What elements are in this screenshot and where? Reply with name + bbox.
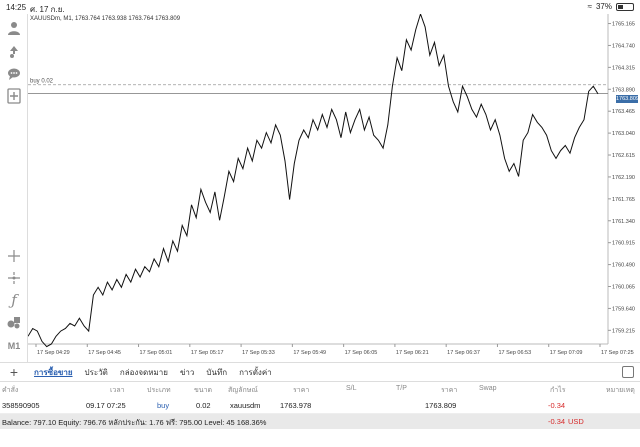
y-tick-label: 1762.615 bbox=[612, 153, 635, 159]
col-sl: S/L bbox=[346, 385, 357, 392]
y-tick-label: 1759.215 bbox=[612, 328, 635, 334]
y-tick-label: 1762.190 bbox=[612, 175, 635, 181]
col-order: คำสั่ง bbox=[2, 387, 19, 394]
col-comment: หมายเหตุ bbox=[606, 387, 635, 394]
indicators-icon[interactable]: ƒ bbox=[11, 291, 17, 309]
col-type: ประเภท bbox=[147, 387, 171, 394]
order-current-price: 1763.809 bbox=[425, 401, 457, 410]
objects-icon[interactable] bbox=[4, 268, 24, 288]
tab-news[interactable]: ข่าว bbox=[179, 367, 195, 377]
status-time: 14:25 bbox=[6, 3, 27, 12]
y-tick-label: 1760.065 bbox=[612, 285, 635, 291]
tab-settings[interactable]: การตั้งค่า bbox=[239, 367, 272, 377]
current-price-tag: 1763.809 bbox=[616, 95, 639, 103]
total-profit: -0.34 bbox=[548, 417, 566, 426]
y-tick-label: 1763.040 bbox=[612, 131, 635, 137]
y-tick-label: 1761.340 bbox=[612, 219, 635, 225]
x-tick-label: 17 Sep 05:33 bbox=[242, 350, 275, 356]
tab-history[interactable]: ประวัติ bbox=[84, 367, 108, 377]
x-tick-label: 17 Sep 05:01 bbox=[140, 350, 173, 356]
timeframe-label: M1 bbox=[7, 341, 21, 351]
battery-icon bbox=[616, 2, 634, 11]
x-tick-label: 17 Sep 04:29 bbox=[37, 350, 70, 356]
x-tick-label: 17 Sep 07:25 bbox=[601, 350, 634, 356]
shapes-icon[interactable] bbox=[4, 312, 24, 332]
order-volume: 0.02 bbox=[196, 401, 211, 410]
y-tick-label: 1760.915 bbox=[612, 241, 635, 247]
y-tick-label: 1763.890 bbox=[612, 87, 635, 93]
y-tick-label: 1763.465 bbox=[612, 109, 635, 115]
account-icon[interactable] bbox=[4, 18, 24, 38]
status-bar: 14:25 ศ. 17 ก.ย. ≈ 37% bbox=[0, 0, 640, 14]
balance-text: Balance: 797.10 Equity: 796.76 หลักประกั… bbox=[2, 418, 267, 427]
order-profit: -0.34 bbox=[548, 401, 566, 410]
detach-icon[interactable] bbox=[622, 366, 634, 378]
y-tick-label: 1765.165 bbox=[612, 22, 635, 28]
col-volume: ขนาด bbox=[194, 387, 213, 394]
col-swap: Swap bbox=[479, 385, 497, 392]
profit-currency: USD bbox=[568, 417, 584, 426]
col-profit: กำไร bbox=[550, 387, 566, 394]
price-chart[interactable]: XAUUSDm, M1, 1763.764 1763.938 1763.764 … bbox=[28, 14, 640, 362]
timeframe-button[interactable]: M1 bbox=[4, 336, 24, 356]
y-tick-label: 1761.765 bbox=[612, 197, 635, 203]
trade-icon[interactable] bbox=[4, 42, 24, 62]
chart-title: XAUUSDm, M1, 1763.764 1763.938 1763.764 … bbox=[30, 16, 181, 22]
terminal-tabs: + การซื้อขาย ประวัติ กล่องจดหมาย ข่าว บั… bbox=[0, 362, 640, 382]
x-tick-label: 17 Sep 06:05 bbox=[345, 350, 378, 356]
tab-trade[interactable]: การซื้อขาย bbox=[34, 367, 73, 377]
order-type: buy bbox=[157, 401, 170, 410]
col-open-price: ราคา bbox=[293, 387, 310, 394]
order-ticket: 358590905 bbox=[2, 401, 40, 410]
chat-icon[interactable] bbox=[4, 64, 24, 84]
x-tick-label: 17 Sep 06:53 bbox=[498, 350, 531, 356]
price-line bbox=[28, 14, 599, 348]
status-date: ศ. 17 ก.ย. bbox=[30, 5, 65, 14]
chart-svg: 1765.165 1764.740 1764.315 1763.890 1763.465… bbox=[28, 14, 635, 356]
col-time: เวลา bbox=[110, 387, 125, 394]
balance-bar: Balance: 797.10 Equity: 796.76 หลักประกั… bbox=[0, 414, 640, 429]
y-tick-label: 1760.490 bbox=[612, 263, 635, 269]
column-headers: คำสั่ง เวลา ประเภท ขนาด สัญลักษณ์ ราคา S… bbox=[0, 382, 640, 396]
x-tick-label: 17 Sep 04:45 bbox=[88, 350, 121, 356]
table-row[interactable]: 358590905 09.17 07:25 buy 0.02 xauusdm 1… bbox=[0, 396, 640, 414]
x-tick-label: 17 Sep 07:09 bbox=[550, 350, 583, 356]
col-current-price: ราคา bbox=[441, 387, 458, 394]
y-tick-label: 1764.740 bbox=[612, 43, 635, 49]
x-tick-label: 17 Sep 05:17 bbox=[191, 350, 224, 356]
col-tp: T/P bbox=[396, 385, 407, 392]
tab-journal[interactable]: บันทึก bbox=[206, 367, 228, 377]
wifi-icon: ≈ bbox=[587, 2, 592, 11]
tab-mailbox[interactable]: กล่องจดหมาย bbox=[119, 367, 168, 377]
left-toolbar: ƒ M1 bbox=[0, 14, 28, 362]
status-right: ≈ 37% bbox=[588, 2, 634, 11]
battery-percent: 37% bbox=[595, 2, 612, 11]
crosshair-icon[interactable] bbox=[4, 246, 24, 266]
x-tick-label: 17 Sep 06:37 bbox=[447, 350, 480, 356]
order-line-label: buy 0.02 bbox=[30, 79, 54, 85]
order-time: 09.17 07:25 bbox=[86, 401, 126, 410]
order-symbol: xauusdm bbox=[230, 401, 261, 410]
y-tick-label: 1764.315 bbox=[612, 65, 635, 71]
order-open-price: 1763.978 bbox=[280, 401, 312, 410]
add-icon[interactable]: + bbox=[9, 364, 19, 380]
y-tick-label: 1759.640 bbox=[612, 306, 635, 312]
new-order-icon[interactable] bbox=[4, 86, 24, 106]
x-tick-label: 17 Sep 06:21 bbox=[396, 350, 429, 356]
col-symbol: สัญลักษณ์ bbox=[228, 387, 258, 394]
x-tick-label: 17 Sep 05:49 bbox=[293, 350, 326, 356]
